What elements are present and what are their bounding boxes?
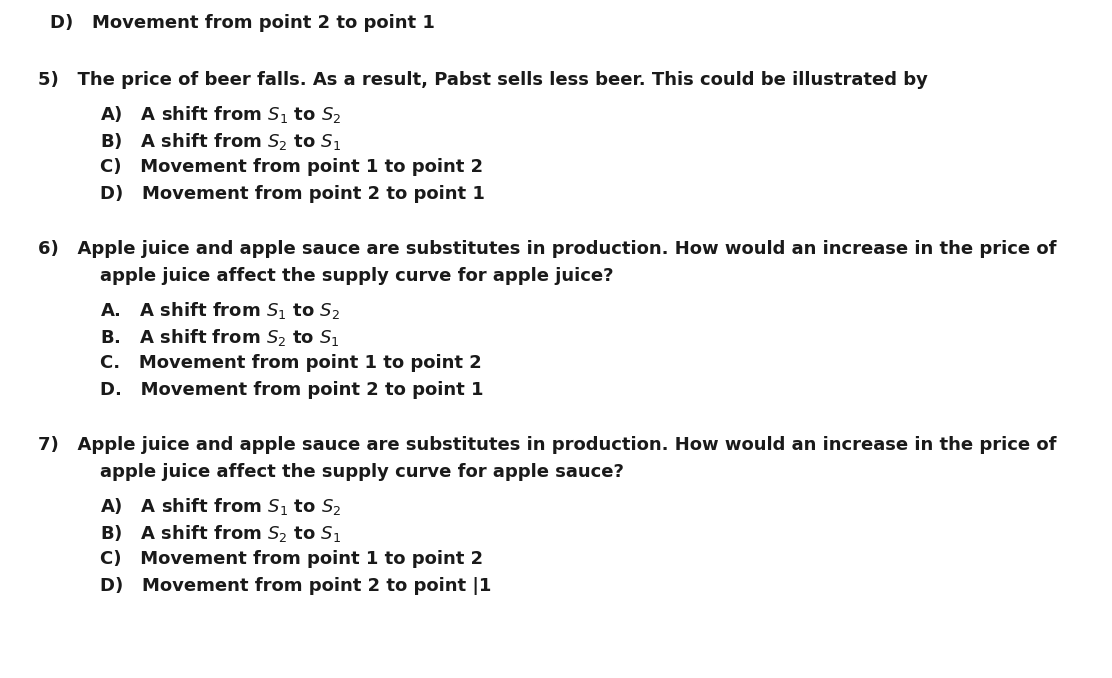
Text: A)   A shift from $S_1$ to $S_2$: A) A shift from $S_1$ to $S_2$ (100, 496, 341, 517)
Text: apple juice affect the supply curve for apple juice?: apple juice affect the supply curve for … (100, 267, 614, 285)
Text: C)   Movement from point 1 to point 2: C) Movement from point 1 to point 2 (100, 550, 483, 568)
Text: B)   A shift from $S_2$ to $S_1$: B) A shift from $S_2$ to $S_1$ (100, 131, 341, 152)
Text: D)   Movement from point 2 to point |1: D) Movement from point 2 to point |1 (100, 577, 492, 595)
Text: D)   Movement from point 2 to point 1: D) Movement from point 2 to point 1 (100, 185, 485, 203)
Text: A.   A shift from $S_1$ to $S_2$: A. A shift from $S_1$ to $S_2$ (100, 300, 340, 321)
Text: 5)   The price of beer falls. As a result, Pabst sells less beer. This could be : 5) The price of beer falls. As a result,… (38, 71, 927, 89)
Text: D)   Movement from point 2 to point 1: D) Movement from point 2 to point 1 (50, 14, 435, 32)
Text: 7)   Apple juice and apple sauce are substitutes in production. How would an inc: 7) Apple juice and apple sauce are subst… (38, 436, 1056, 454)
Text: B.   A shift from $S_2$ to $S_1$: B. A shift from $S_2$ to $S_1$ (100, 327, 340, 348)
Text: 6)   Apple juice and apple sauce are substitutes in production. How would an inc: 6) Apple juice and apple sauce are subst… (38, 240, 1056, 258)
Text: C.   Movement from point 1 to point 2: C. Movement from point 1 to point 2 (100, 354, 481, 372)
Text: apple juice affect the supply curve for apple sauce?: apple juice affect the supply curve for … (100, 463, 624, 481)
Text: C)   Movement from point 1 to point 2: C) Movement from point 1 to point 2 (100, 158, 483, 176)
Text: D.   Movement from point 2 to point 1: D. Movement from point 2 to point 1 (100, 381, 484, 399)
Text: A)   A shift from $S_1$ to $S_2$: A) A shift from $S_1$ to $S_2$ (100, 104, 341, 125)
Text: B)   A shift from $S_2$ to $S_1$: B) A shift from $S_2$ to $S_1$ (100, 523, 341, 544)
